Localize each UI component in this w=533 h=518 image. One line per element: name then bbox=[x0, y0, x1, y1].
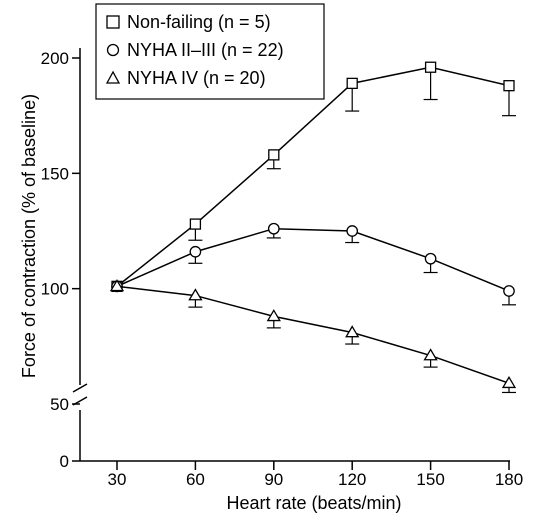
data-point-square bbox=[503, 80, 515, 92]
legend-label: Non-failing (n = 5) bbox=[127, 12, 271, 32]
data-point-circle bbox=[503, 285, 515, 297]
x-axis-tick-label: 30 bbox=[108, 470, 127, 489]
data-point-circle bbox=[189, 245, 202, 258]
data-point-square bbox=[424, 61, 437, 73]
data-point-triangle bbox=[188, 288, 203, 301]
legend-square-icon bbox=[106, 15, 120, 29]
data-point-square bbox=[346, 77, 358, 90]
series-3 bbox=[109, 279, 517, 394]
data-point-triangle bbox=[423, 348, 438, 361]
series-line bbox=[116, 66, 510, 287]
axes-layer: 30 60 90 120 150 180 0 50 100 150 200 bbox=[41, 48, 523, 489]
x-axis-tick-label: 150 bbox=[416, 470, 444, 489]
x-axis-tick-label: 90 bbox=[264, 470, 283, 489]
series-line bbox=[116, 227, 510, 292]
data-point-triangle bbox=[501, 375, 517, 389]
y-axis-tick-label: 200 bbox=[41, 49, 69, 68]
legend-circle-icon bbox=[106, 43, 120, 57]
data-point-square bbox=[268, 149, 280, 161]
series-1 bbox=[111, 61, 516, 293]
legend-label: NYHA IV (n = 20) bbox=[127, 68, 266, 88]
legend-label: NYHA II–III (n = 22) bbox=[127, 40, 284, 60]
y-axis-tick-label: 150 bbox=[41, 164, 69, 183]
x-axis-title: Heart rate (beats/min) bbox=[226, 493, 401, 513]
legend-triangle-icon bbox=[105, 70, 121, 84]
y-axis-title: Force of contraction (% of baseline) bbox=[19, 94, 39, 378]
data-point-circle bbox=[424, 252, 437, 265]
data-point-square bbox=[189, 218, 202, 230]
x-axis-tick-label: 120 bbox=[338, 470, 366, 489]
x-axis-tick-label: 60 bbox=[186, 470, 205, 489]
y-axis-tick-label: 100 bbox=[41, 280, 69, 299]
y-axis-break-mark bbox=[72, 383, 88, 406]
y-axis-tick-label: 0 bbox=[60, 452, 69, 471]
series-layer bbox=[109, 61, 517, 394]
series-line bbox=[116, 285, 510, 384]
data-point-circle bbox=[346, 225, 359, 237]
y-axis-tick-label: 50 bbox=[50, 395, 69, 414]
data-point-triangle bbox=[345, 325, 360, 338]
legend-layer: Non-failing (n = 5) NYHA II–III (n = 22) N… bbox=[95, 3, 325, 100]
legend-box bbox=[95, 3, 325, 100]
data-point-triangle bbox=[109, 279, 125, 292]
x-axis-tick-label: 180 bbox=[495, 470, 523, 489]
data-point-triangle bbox=[266, 309, 281, 322]
data-point-circle bbox=[267, 222, 280, 235]
